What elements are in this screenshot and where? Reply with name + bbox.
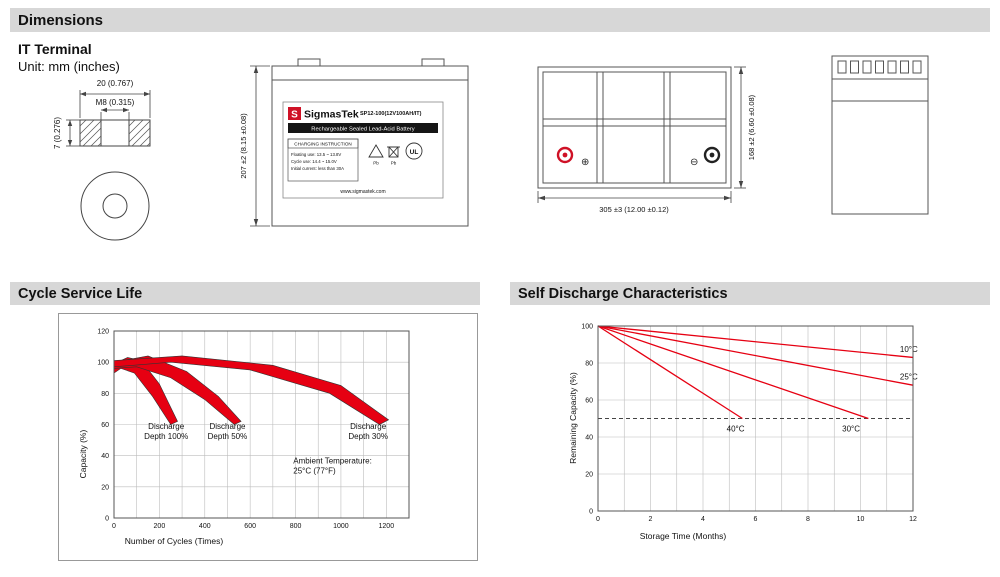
svg-text:80: 80: [585, 361, 593, 368]
charging-line-2: Cycle use: 14.4 ~ 15.0V: [291, 159, 337, 164]
svg-text:20: 20: [101, 484, 109, 491]
svg-text:20: 20: [585, 472, 593, 479]
brand-initial: S: [291, 110, 298, 121]
charging-instruction-title: CHARGING INSTRUCTION: [294, 142, 351, 147]
svg-text:100: 100: [581, 324, 593, 331]
chart-svg: 10°C 25°C 40°C 30°C 0 2 4 6 8 10 12 0 20 40 60 80 100 Sto…: [568, 324, 918, 542]
front-dim-lines: [250, 65, 270, 227]
svg-text:Depth 30%: Depth 30%: [348, 432, 388, 441]
pb-trash-icon: [387, 146, 400, 158]
svg-text:60: 60: [101, 422, 109, 429]
battery-top-view: ⊕ ⊖ 305 ±3 (12.00 ±0.12) 168 ±2 (6.60 ±0…: [537, 66, 756, 214]
charging-line-1: Floating use: 13.5 ~ 13.8V: [291, 152, 341, 157]
terminal-width-dim: 20 (0.767): [97, 79, 134, 88]
svg-text:2: 2: [649, 516, 653, 523]
svg-text:800: 800: [290, 523, 302, 530]
side-outline: [831, 55, 929, 215]
cycle-chart-title: Cycle Service Life: [18, 285, 143, 302]
svg-text:4: 4: [701, 516, 705, 523]
top-dim-arrows: [538, 67, 744, 201]
svg-text:40: 40: [585, 435, 593, 442]
svg-text:8: 8: [806, 516, 810, 523]
ul-label: UL: [410, 149, 419, 156]
svg-text:60: 60: [585, 398, 593, 405]
svg-text:40°C: 40°C: [727, 424, 745, 433]
dim-arrows: [67, 91, 150, 146]
svg-text:Depth 50%: Depth 50%: [208, 432, 248, 441]
hatch-lines: [79, 119, 151, 147]
svg-text:Discharge: Discharge: [209, 422, 246, 431]
front-dim-arrows: [253, 66, 259, 226]
top-depth-dim: 168 ±2 (6.60 ±0.08): [747, 94, 756, 160]
pb-recycle-icon: [368, 144, 384, 158]
svg-text:Ambient Temperature:: Ambient Temperature:: [293, 456, 372, 465]
pb-label-1: Pb: [373, 161, 379, 166]
website-url: www.sigmastek.com: [340, 189, 385, 195]
svg-text:Capacity (%): Capacity (%): [78, 430, 88, 479]
svg-text:25°C: 25°C: [900, 373, 918, 382]
svg-text:0: 0: [596, 516, 600, 523]
svg-text:Storage Time (Months): Storage Time (Months): [640, 531, 727, 541]
svg-text:Discharge: Discharge: [148, 422, 185, 431]
svg-text:Depth 100%: Depth 100%: [144, 432, 188, 441]
terminal-drawing: 20 (0.767) M8 (0.315) 7 (0.276): [53, 79, 151, 241]
svg-text:10: 10: [857, 516, 865, 523]
svg-text:0: 0: [105, 516, 109, 523]
terminal-thread-dim: M8 (0.315): [96, 98, 135, 107]
battery-side-view: [831, 55, 929, 215]
brand-name: SigmasTek: [304, 109, 359, 121]
svg-text:1000: 1000: [333, 523, 349, 530]
front-height-dim: 207 ±2 (8.15 ±0.08): [239, 113, 248, 179]
svg-text:10°C: 10°C: [900, 345, 918, 354]
section-header-dimensions: Dimensions: [10, 8, 990, 32]
svg-text:200: 200: [154, 523, 166, 530]
plus-symbol: ⊕: [581, 157, 589, 168]
unit-note: Unit: mm (inches): [18, 59, 120, 74]
svg-text:30°C: 30°C: [842, 424, 860, 433]
svg-text:6: 6: [754, 516, 758, 523]
top-outline: [537, 66, 732, 189]
svg-text:Number of Cycles (Times): Number of Cycles (Times): [125, 536, 224, 546]
svg-text:0: 0: [112, 523, 116, 530]
model-number: SP12-100(12V100AH/IT): [360, 111, 422, 117]
top-dim-lines: [537, 66, 746, 203]
svg-text:400: 400: [199, 523, 211, 530]
negative-terminal: [703, 146, 721, 164]
brand-logo: [288, 107, 301, 120]
terminal-top-circle: [80, 171, 150, 241]
svg-text:12: 12: [909, 516, 917, 523]
self-discharge-header: Self Discharge Characteristics: [510, 282, 990, 305]
cycle-service-life-header: Cycle Service Life: [10, 282, 480, 305]
battery-front-view: 207 ±2 (8.15 ±0.08) S SigmasTek SP12-100…: [239, 58, 469, 227]
section-title: Dimensions: [18, 11, 104, 29]
svg-text:0: 0: [589, 509, 593, 516]
self-discharge-title: Self Discharge Characteristics: [518, 285, 728, 302]
svg-text:80: 80: [101, 391, 109, 398]
top-width-dim: 305 ±3 (12.00 ±0.12): [599, 205, 669, 214]
self-discharge-chart: 10°C 25°C 40°C 30°C 0 2 4 6 8 10 12 0 20 40 60 80 100 Sto…: [528, 313, 990, 561]
ul-mark-icon: UL: [405, 142, 423, 160]
svg-text:Remaining Capacity (%): Remaining Capacity (%): [568, 372, 578, 464]
battery-type-bar: [288, 123, 438, 133]
minus-symbol: ⊖: [690, 157, 698, 168]
svg-text:Discharge: Discharge: [350, 422, 387, 431]
svg-text:25°C (77°F): 25°C (77°F): [293, 466, 336, 475]
svg-text:100: 100: [97, 360, 109, 367]
charging-line-3: Initial current: less than 30A: [291, 166, 344, 171]
positive-terminal: [556, 146, 574, 164]
battery-type-text: Rechargeable Sealed Lead-Acid Battery: [311, 126, 415, 132]
terminal-type-heading: IT Terminal: [18, 41, 92, 57]
pb-label-2: Pb: [391, 161, 397, 166]
svg-text:600: 600: [244, 523, 256, 530]
svg-text:1200: 1200: [379, 523, 395, 530]
svg-text:40: 40: [101, 453, 109, 460]
battery-label: S SigmasTek SP12-100(12V100AH/IT) Rechar…: [282, 101, 444, 199]
svg-text:120: 120: [97, 329, 109, 336]
terminal-height-dim: 7 (0.276): [53, 117, 62, 149]
cycle-service-life-chart: Discharge Depth 100% Discharge Depth 50% Dis…: [58, 313, 478, 561]
